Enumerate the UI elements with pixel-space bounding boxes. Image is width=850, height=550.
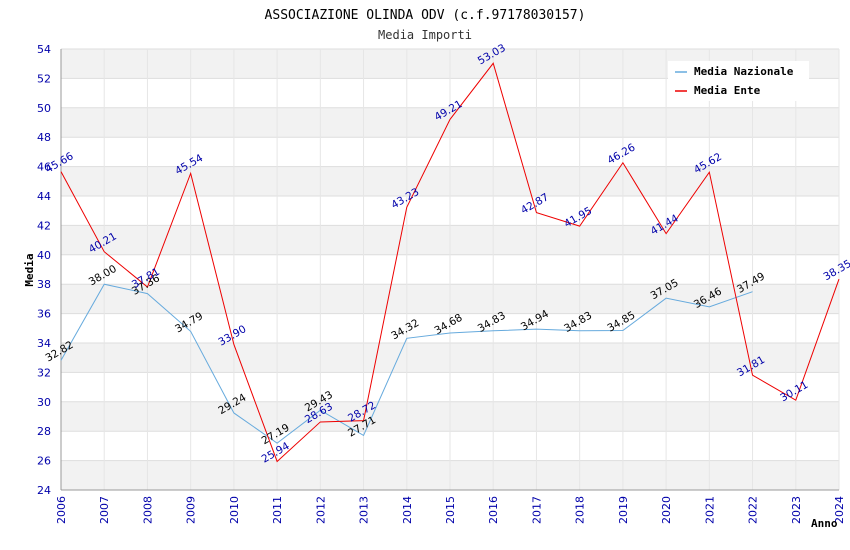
- x-tick-label: 2021: [703, 496, 716, 524]
- x-tick-label: 2007: [98, 496, 111, 524]
- data-label-media-ente: 46.26: [605, 141, 637, 167]
- y-tick-label: 38: [37, 278, 51, 291]
- x-axis-label: Anno: [811, 517, 838, 530]
- y-tick-label: 36: [37, 308, 51, 321]
- series-line-media-ente: [60, 62, 840, 463]
- y-tick-label: 32: [37, 366, 51, 379]
- chart-title: ASSOCIAZIONE OLINDA ODV (c.f.97178030157…: [265, 8, 586, 23]
- x-tick-label: 2017: [530, 496, 543, 524]
- y-tick-label: 54: [37, 43, 51, 56]
- y-tick-label: 46: [37, 161, 51, 174]
- series-lines: [60, 62, 840, 463]
- data-label-media-ente: 38.35: [821, 258, 850, 283]
- y-tick-label: 30: [37, 396, 51, 409]
- y-tick-label: 42: [37, 219, 51, 232]
- x-tick-label: 2016: [487, 496, 500, 524]
- y-axis-ticks: 24 26 28 30 32 34 36 38 40 42 44 46 48 50 52 54: [37, 43, 51, 497]
- y-tick-label: 52: [37, 72, 51, 85]
- x-axis-ticks: 2006 2007 2008 2009 2010 2011 2012 2013 2014 2015…: [55, 496, 846, 524]
- y-tick-label: 48: [37, 131, 51, 144]
- x-tick-label: 2013: [358, 496, 371, 524]
- x-tick-label: 2020: [660, 496, 673, 524]
- chart-subtitle: Media Importi: [378, 28, 472, 42]
- y-tick-label: 40: [37, 249, 51, 262]
- legend-label-media-nazionale: Media Nazionale: [694, 65, 794, 78]
- x-tick-label: 2015: [444, 496, 457, 524]
- x-tick-label: 2018: [574, 496, 587, 524]
- y-tick-label: 34: [37, 337, 51, 350]
- x-tick-label: 2012: [314, 496, 327, 524]
- legend-box: [668, 61, 809, 101]
- x-tick-label: 2023: [790, 496, 803, 524]
- x-tick-label: 2014: [401, 496, 414, 524]
- x-tick-label: 2008: [141, 496, 154, 524]
- x-tick-label: 2024: [833, 496, 846, 524]
- y-tick-label: 28: [37, 425, 51, 438]
- series-line-media-nazionale: [60, 283, 753, 444]
- y-axis-label: Media: [23, 253, 36, 286]
- y-tick-label: 50: [37, 102, 51, 115]
- legend-label-media-ente: Media Ente: [694, 84, 761, 97]
- y-tick-label: 44: [37, 190, 51, 203]
- x-tick-label: 2006: [55, 496, 68, 524]
- x-tick-label: 2010: [228, 496, 241, 524]
- x-tick-label: 2009: [185, 496, 198, 524]
- x-tick-label: 2022: [747, 496, 760, 524]
- legend: Media Nazionale Media Ente: [668, 61, 809, 101]
- x-tick-label: 2011: [271, 496, 284, 524]
- data-label-media-nazionale: 34.32: [389, 317, 421, 342]
- data-label-media-ente: 30.11: [778, 379, 810, 404]
- y-tick-label: 24: [37, 484, 51, 497]
- y-tick-label: 26: [37, 455, 51, 468]
- x-tick-label: 2019: [617, 496, 630, 524]
